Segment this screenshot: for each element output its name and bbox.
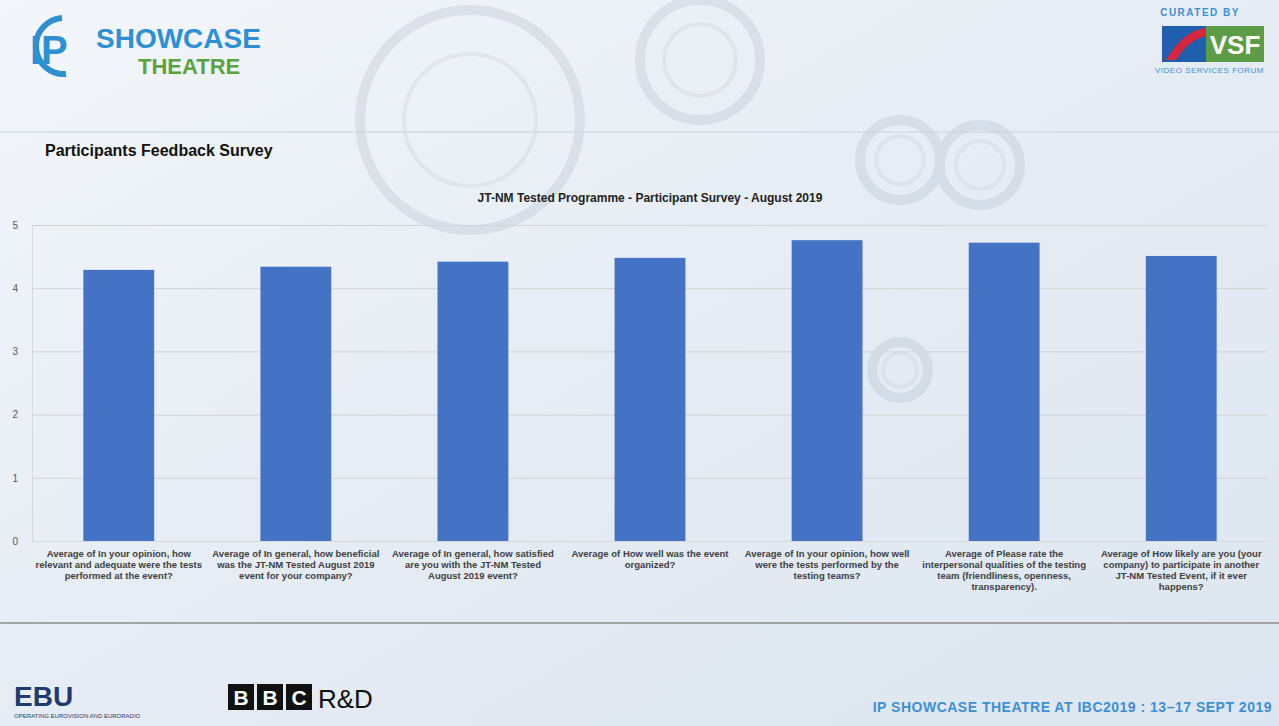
vsf-swoosh-red bbox=[1166, 28, 1206, 60]
bbc-letter: B bbox=[262, 686, 277, 709]
logo-showcase: SHOWCASE bbox=[96, 23, 261, 54]
chart-title: JT-NM Tested Programme - Participant Sur… bbox=[478, 191, 823, 205]
x-tick-label-line: Average of In general, how beneficial bbox=[212, 548, 379, 559]
x-tick-label-line: event for your company? bbox=[239, 570, 353, 581]
x-tick-label-line: company) to participate in another bbox=[1103, 559, 1259, 570]
x-tick-label-line: performed at the event? bbox=[65, 570, 173, 581]
x-tick-label: Average of In general, how satisfiedare … bbox=[392, 548, 554, 581]
logo-theatre: THEATRE bbox=[138, 54, 240, 79]
x-tick: Average of In general, how beneficialwas… bbox=[212, 541, 379, 581]
x-tick-label-line: Average of Please rate the bbox=[945, 548, 1063, 559]
bar bbox=[1146, 256, 1217, 541]
y-tick-label: 4 bbox=[12, 283, 18, 294]
bbc-rd: R&D bbox=[318, 684, 373, 714]
x-axis: Average of In your opinion, howrelevant … bbox=[33, 541, 1269, 592]
x-axis-line bbox=[33, 541, 1269, 542]
y-tick-label: 5 bbox=[12, 220, 18, 231]
x-tick-label-line: were the tests performed by the bbox=[754, 559, 899, 570]
y-tick: 5 bbox=[12, 220, 1268, 231]
bars bbox=[83, 240, 1216, 541]
x-tick-label-line: Average of In your opinion, how bbox=[47, 548, 192, 559]
slide: IP SHOWCASETHEATRE CURATED BY VSF VIDEO SERV… bbox=[0, 0, 1279, 726]
x-tick-label-line: team (friendliness, openness, bbox=[937, 570, 1071, 581]
x-tick-label-line: organized? bbox=[625, 559, 676, 570]
footer-rule bbox=[0, 622, 1279, 624]
bearing bbox=[640, 0, 760, 120]
y-tick-label: 2 bbox=[12, 409, 18, 420]
bearing bbox=[940, 125, 1020, 205]
bearing-inner bbox=[876, 136, 924, 184]
x-tick-label: Average of In your opinion, how wellwere… bbox=[745, 548, 910, 581]
x-tick: Average of In general, how satisfiedare … bbox=[392, 541, 554, 581]
bar bbox=[438, 262, 509, 541]
x-tick-label-line: transparency). bbox=[971, 581, 1036, 592]
x-tick-label-line: August 2019 event? bbox=[428, 570, 518, 581]
bar bbox=[83, 270, 154, 541]
bar bbox=[792, 240, 863, 541]
vsf-logo: VSF bbox=[1210, 30, 1261, 60]
x-tick: Average of How well was the eventorganiz… bbox=[572, 541, 730, 570]
y-axis-line bbox=[33, 226, 1269, 542]
bar bbox=[260, 267, 331, 541]
x-tick: Average of In your opinion, how wellwere… bbox=[745, 541, 910, 581]
bar bbox=[969, 243, 1040, 541]
x-tick: Average of In your opinion, howrelevant … bbox=[36, 541, 202, 581]
bearing bbox=[872, 342, 928, 398]
ebu-logo: EBU bbox=[14, 681, 73, 712]
vsf-box bbox=[1206, 26, 1264, 62]
x-tick-label-line: interpersonal qualities of the testing bbox=[922, 559, 1086, 570]
x-tick: Average of How likely are you (yourcompa… bbox=[1101, 541, 1262, 592]
x-tick-label: Average of Please rate theinterpersonal … bbox=[922, 548, 1086, 592]
x-tick: Average of Please rate theinterpersonal … bbox=[922, 541, 1086, 592]
x-tick-label-line: Average of How well was the event bbox=[572, 548, 730, 559]
vsf-name: VIDEO SERVICES FORUM bbox=[1155, 66, 1264, 75]
bbc-letter: C bbox=[291, 686, 306, 709]
bbc-block bbox=[228, 684, 254, 710]
x-tick-label: Average of In your opinion, howrelevant … bbox=[36, 548, 202, 581]
header-rule bbox=[0, 132, 1279, 133]
grid-line bbox=[32, 225, 1268, 226]
x-tick-label: Average of In general, how beneficialwas… bbox=[212, 548, 379, 581]
event-banner: IP SHOWCASE THEATRE AT IBC2019 : 13–17 S… bbox=[873, 699, 1272, 715]
x-tick-label-line: Average of How likely are you (your bbox=[1101, 548, 1262, 559]
x-tick-label-line: relevant and adequate were the tests bbox=[36, 559, 202, 570]
header: IP SHOWCASETHEATRE CURATED BY VSF VIDEO SERV… bbox=[30, 7, 1264, 79]
bbc-letter: B bbox=[233, 686, 248, 709]
vsf-swoosh-blue bbox=[1162, 26, 1206, 62]
y-axis: 0 1 2 3 4 5 bbox=[12, 220, 1268, 547]
bbc-block bbox=[286, 684, 312, 710]
curated-by: CURATED BY bbox=[1160, 7, 1240, 18]
ebu-tagline: OPERATING EUROVISION AND EURORADIO bbox=[14, 713, 141, 719]
background bbox=[0, 0, 1279, 726]
x-tick-label: Average of How likely are you (yourcompa… bbox=[1101, 548, 1262, 592]
y-tick-label: 0 bbox=[12, 536, 18, 547]
y-tick-label: 1 bbox=[12, 473, 18, 484]
x-tick-label-line: testing teams? bbox=[794, 570, 861, 581]
x-tick-label-line: happens? bbox=[1159, 581, 1204, 592]
bearing-inner bbox=[956, 141, 1004, 189]
x-tick-label-line: was the JT-NM Tested August 2019 bbox=[216, 559, 374, 570]
grid-line bbox=[32, 541, 1268, 542]
x-tick-label-line: JT-NM Tested Event, if it ever bbox=[1116, 570, 1248, 581]
y-tick-label: 3 bbox=[12, 346, 18, 357]
bearing-inner bbox=[664, 24, 736, 96]
x-tick-label-line: Average of In general, how satisfied bbox=[392, 548, 554, 559]
footer: EBUOPERATING EUROVISION AND EURORADIOBBC… bbox=[14, 681, 1272, 719]
bar bbox=[615, 258, 686, 541]
bearing-inner bbox=[404, 54, 536, 186]
x-tick-label: Average of How well was the eventorganiz… bbox=[572, 548, 730, 570]
logo-ip: IP bbox=[30, 28, 68, 72]
bearing-inner bbox=[883, 353, 917, 387]
x-tick-label-line: Average of In your opinion, how well bbox=[745, 548, 910, 559]
x-tick-label-line: are you with the JT-NM Tested bbox=[405, 559, 541, 570]
bbc-block bbox=[257, 684, 283, 710]
section-title: Participants Feedback Survey bbox=[45, 142, 273, 159]
